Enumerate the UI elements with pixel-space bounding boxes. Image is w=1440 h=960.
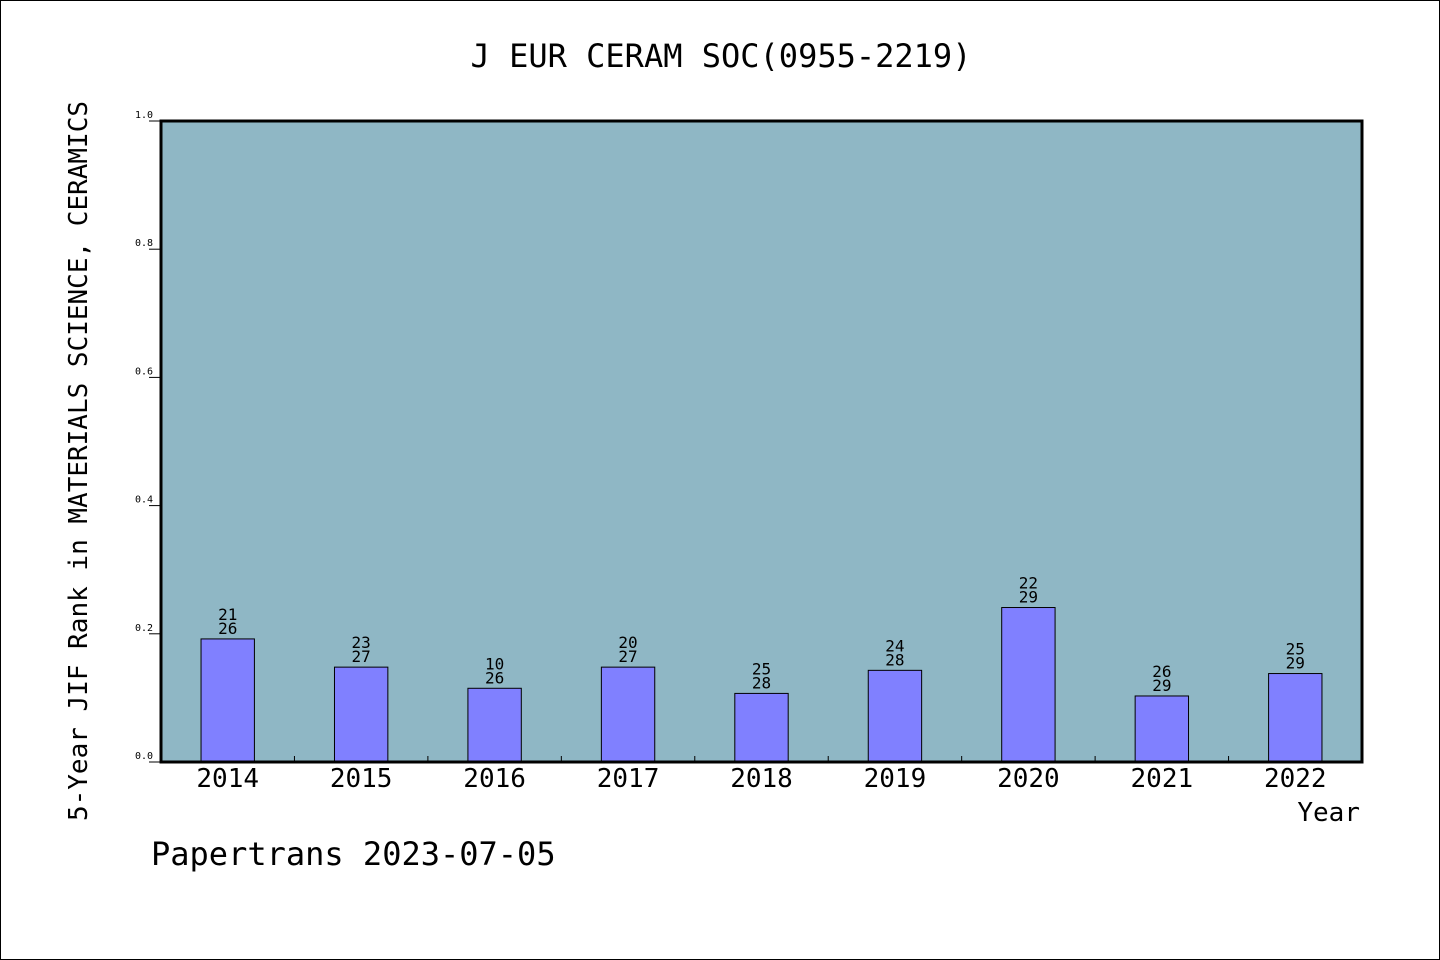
bar-label-total: 27 [618, 647, 637, 666]
bar [1001, 607, 1056, 763]
bar-label-total: 26 [485, 668, 504, 687]
bar-label-rank: 21 [218, 605, 237, 624]
x-axis: 2014 2015 2016 2017 2018 2019 2020 2021 2022 [196, 756, 1327, 794]
x-tick-label: 2018 [730, 764, 793, 794]
bar-label-rank: 24 [885, 636, 904, 655]
y-tick-label: 0.6 [135, 366, 153, 377]
bar-label-rank: 25 [1286, 640, 1305, 659]
bar-label-total: 29 [1286, 654, 1305, 673]
x-tick-label: 2021 [1131, 764, 1194, 794]
source-date-label: Papertrans 2023-07-05 [151, 835, 556, 873]
bar-label-rank: 22 [1019, 574, 1038, 593]
x-tick-label: 2019 [864, 764, 927, 794]
x-tick-label: 2014 [196, 764, 259, 794]
x-axis-label: Year [1297, 798, 1360, 828]
bar-series [200, 607, 1323, 763]
y-tick-label: 0.0 [135, 751, 153, 762]
bar [600, 666, 656, 763]
x-tick-label: 2022 [1264, 764, 1327, 794]
y-tick-label: 0.4 [135, 495, 153, 506]
plot-border [159, 119, 1364, 764]
plot-area [161, 121, 1362, 762]
bar-label-total: 29 [1152, 676, 1171, 695]
bar-label-rank: 25 [752, 659, 771, 678]
bar [1268, 673, 1323, 763]
bar-label-total: 28 [752, 673, 771, 692]
bar [734, 692, 789, 763]
y-tick-label: 0.8 [135, 238, 153, 249]
y-axis-label: 5-Year JIF Rank in MATERIALS SCIENCE, CE… [64, 101, 94, 821]
bar [333, 666, 389, 763]
bar-label-total: 27 [352, 647, 371, 666]
x-tick-label: 2020 [997, 764, 1060, 794]
bar-label-rank: 26 [1152, 662, 1171, 681]
bar [867, 669, 923, 763]
x-tick-label: 2015 [330, 764, 393, 794]
y-axis: 0.0 0.2 0.4 0.6 0.8 1.0 [135, 110, 161, 763]
y-tick-label: 0.2 [135, 623, 153, 634]
x-tick-label: 2016 [463, 764, 526, 794]
bar-label-total: 26 [218, 619, 237, 638]
bar [1134, 695, 1190, 763]
x-tick-label: 2017 [597, 764, 660, 794]
bar-label-rank: 10 [485, 654, 504, 673]
bar-label-total: 29 [1019, 588, 1038, 607]
y-tick-label: 1.0 [135, 110, 153, 121]
bar-label-rank: 20 [618, 633, 637, 652]
bar [200, 638, 255, 763]
bar [467, 687, 522, 763]
bar-label-rank: 23 [352, 633, 371, 652]
bar-label-total: 28 [885, 650, 904, 669]
chart-title: J EUR CERAM SOC(0955-2219) [471, 37, 972, 75]
